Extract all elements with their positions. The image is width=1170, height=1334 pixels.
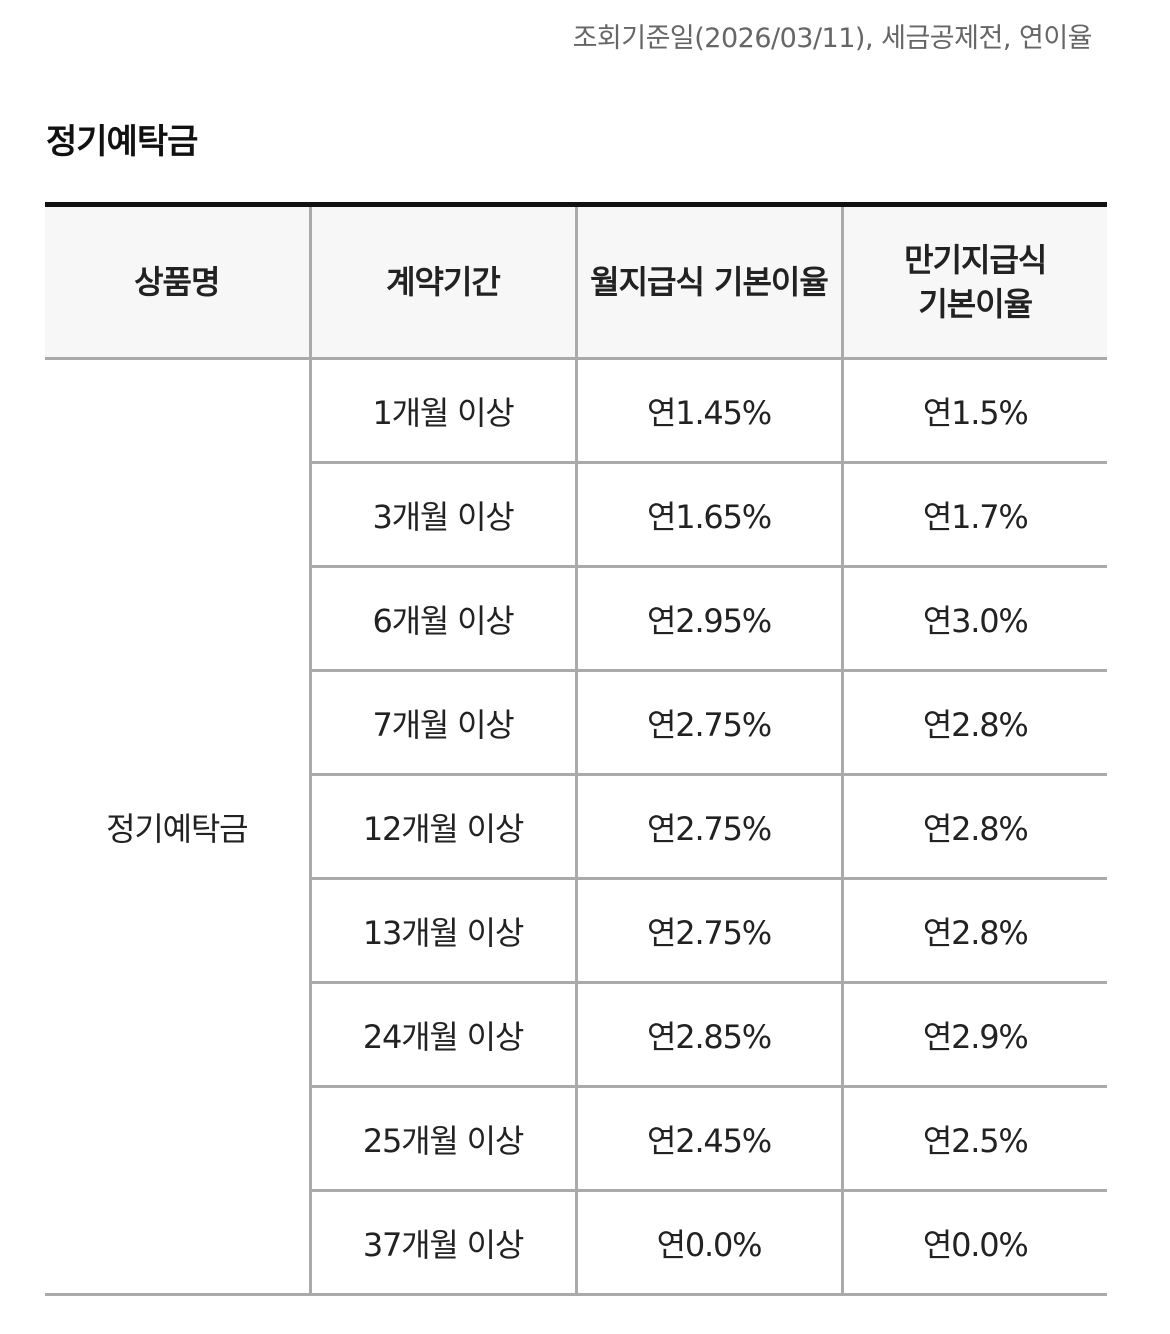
interest-rate-table: 상품명 계약기간 월지급식 기본이율 만기지급식 기본이율 정기예탁금 1개월 …	[45, 202, 1107, 1296]
table-row: 25개월 이상 연2.45% 연2.5%	[45, 1086, 1107, 1192]
header-maturity-rate: 만기지급식 기본이율	[840, 204, 1107, 360]
table-row: 13개월 이상 연2.75% 연2.8%	[45, 878, 1107, 984]
table-row: 3개월 이상 연1.65% 연1.7%	[45, 462, 1107, 568]
maturity-rate-cell: 연2.9%	[840, 982, 1107, 1088]
maturity-rate-cell: 연1.7%	[840, 462, 1107, 568]
period-cell: 3개월 이상	[308, 462, 576, 568]
maturity-rate-cell: 연2.8%	[840, 774, 1107, 880]
monthly-rate-cell: 연2.85%	[574, 982, 842, 1088]
period-cell: 37개월 이상	[308, 1190, 576, 1295]
maturity-rate-cell: 연2.8%	[840, 670, 1107, 776]
header-contract-period: 계약기간	[308, 204, 576, 360]
table-row: 12개월 이상 연2.75% 연2.8%	[45, 774, 1107, 880]
table-row: 정기예탁금 1개월 이상 연1.45% 연1.5%	[45, 358, 1107, 1296]
period-cell: 12개월 이상	[308, 774, 576, 880]
table-header-row: 상품명 계약기간 월지급식 기본이율 만기지급식 기본이율	[45, 204, 1107, 360]
section-title: 정기예탁금	[46, 122, 198, 162]
period-cell: 13개월 이상	[308, 878, 576, 984]
product-name-cell: 정기예탁금	[45, 358, 310, 1296]
header-product-name: 상품명	[45, 204, 310, 360]
maturity-rate-cell: 연0.0%	[840, 1190, 1107, 1295]
table-row: 37개월 이상 연0.0% 연0.0%	[45, 1190, 1107, 1295]
period-cell: 7개월 이상	[308, 670, 576, 776]
maturity-rate-cell: 연2.5%	[840, 1086, 1107, 1192]
monthly-rate-cell: 연2.75%	[574, 774, 842, 880]
maturity-rate-cell: 연1.5%	[840, 358, 1107, 464]
monthly-rate-cell: 연2.95%	[574, 566, 842, 672]
monthly-rate-cell: 연0.0%	[574, 1190, 842, 1295]
maturity-rate-cell: 연2.8%	[840, 878, 1107, 984]
table-row: 6개월 이상 연2.95% 연3.0%	[45, 566, 1107, 672]
monthly-rate-cell: 연2.45%	[574, 1086, 842, 1192]
monthly-rate-cell: 연1.65%	[574, 462, 842, 568]
table-row: 24개월 이상 연2.85% 연2.9%	[45, 982, 1107, 1088]
header-monthly-rate: 월지급식 기본이율	[574, 204, 842, 360]
reference-date-note: 조회기준일(2026/03/11), 세금공제전, 연이율	[572, 23, 1093, 54]
period-cell: 1개월 이상	[308, 358, 576, 464]
monthly-rate-cell: 연2.75%	[574, 670, 842, 776]
period-cell: 6개월 이상	[308, 566, 576, 672]
table-row: 7개월 이상 연2.75% 연2.8%	[45, 670, 1107, 776]
maturity-rate-cell: 연3.0%	[840, 566, 1107, 672]
period-cell: 25개월 이상	[308, 1086, 576, 1192]
monthly-rate-cell: 연1.45%	[574, 358, 842, 464]
monthly-rate-cell: 연2.75%	[574, 878, 842, 984]
period-cell: 24개월 이상	[308, 982, 576, 1088]
